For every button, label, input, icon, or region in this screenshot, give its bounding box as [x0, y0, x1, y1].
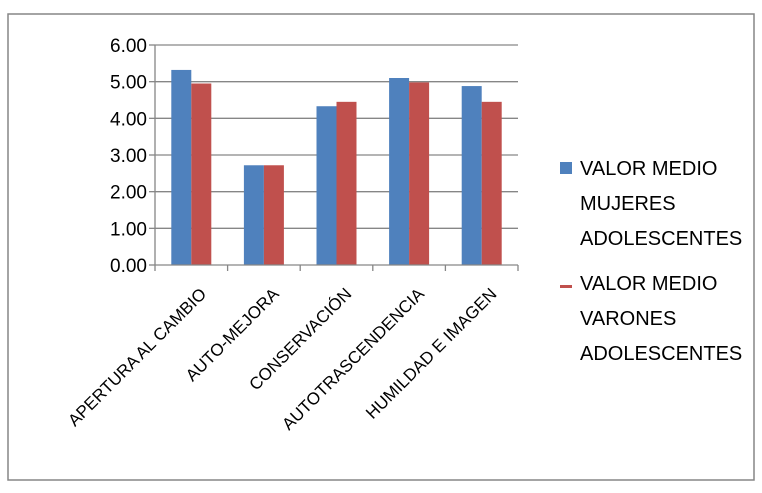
- legend-swatch: [560, 285, 572, 288]
- bar-varones: [409, 82, 430, 266]
- y-tick-label: 5.00: [110, 73, 147, 94]
- y-tick-label: 6.00: [110, 36, 147, 57]
- legend-swatch: [560, 162, 572, 174]
- y-tick-labels: 0.00 1.00 2.00 3.00 4.00 5.00 6.00: [110, 36, 147, 277]
- bar-varones: [263, 165, 284, 265]
- y-tick-label: 3.00: [110, 146, 147, 167]
- axes: [149, 44, 519, 271]
- bar-marks: [171, 69, 502, 266]
- legend-label: VALOR MEDIO: [580, 273, 717, 295]
- legend-label: VARONES: [580, 308, 676, 330]
- bar-mujeres: [389, 78, 410, 265]
- bar-mujeres: [316, 106, 337, 265]
- bar-mujeres: [171, 69, 192, 265]
- bar-mujeres: [243, 165, 264, 265]
- legend: VALOR MEDIO MUJERES ADOLESCENTES VALOR MEDI…: [560, 158, 742, 365]
- bar-varones: [336, 101, 357, 265]
- y-tick-label: 4.00: [110, 109, 147, 130]
- bar-varones: [481, 101, 502, 265]
- y-tick-label: 1.00: [110, 219, 147, 240]
- gridlines: [155, 44, 518, 229]
- legend-label: MUJERES: [580, 193, 676, 215]
- y-tick-label: 2.00: [110, 183, 147, 204]
- chart-border: [7, 13, 755, 481]
- bar-varones: [191, 83, 212, 265]
- bar-mujeres: [461, 86, 482, 265]
- legend-label: ADOLESCENTES: [580, 343, 742, 365]
- y-tick-label: 0.00: [110, 256, 147, 277]
- legend-label: ADOLESCENTES: [580, 228, 742, 250]
- legend-label: VALOR MEDIO: [580, 158, 717, 180]
